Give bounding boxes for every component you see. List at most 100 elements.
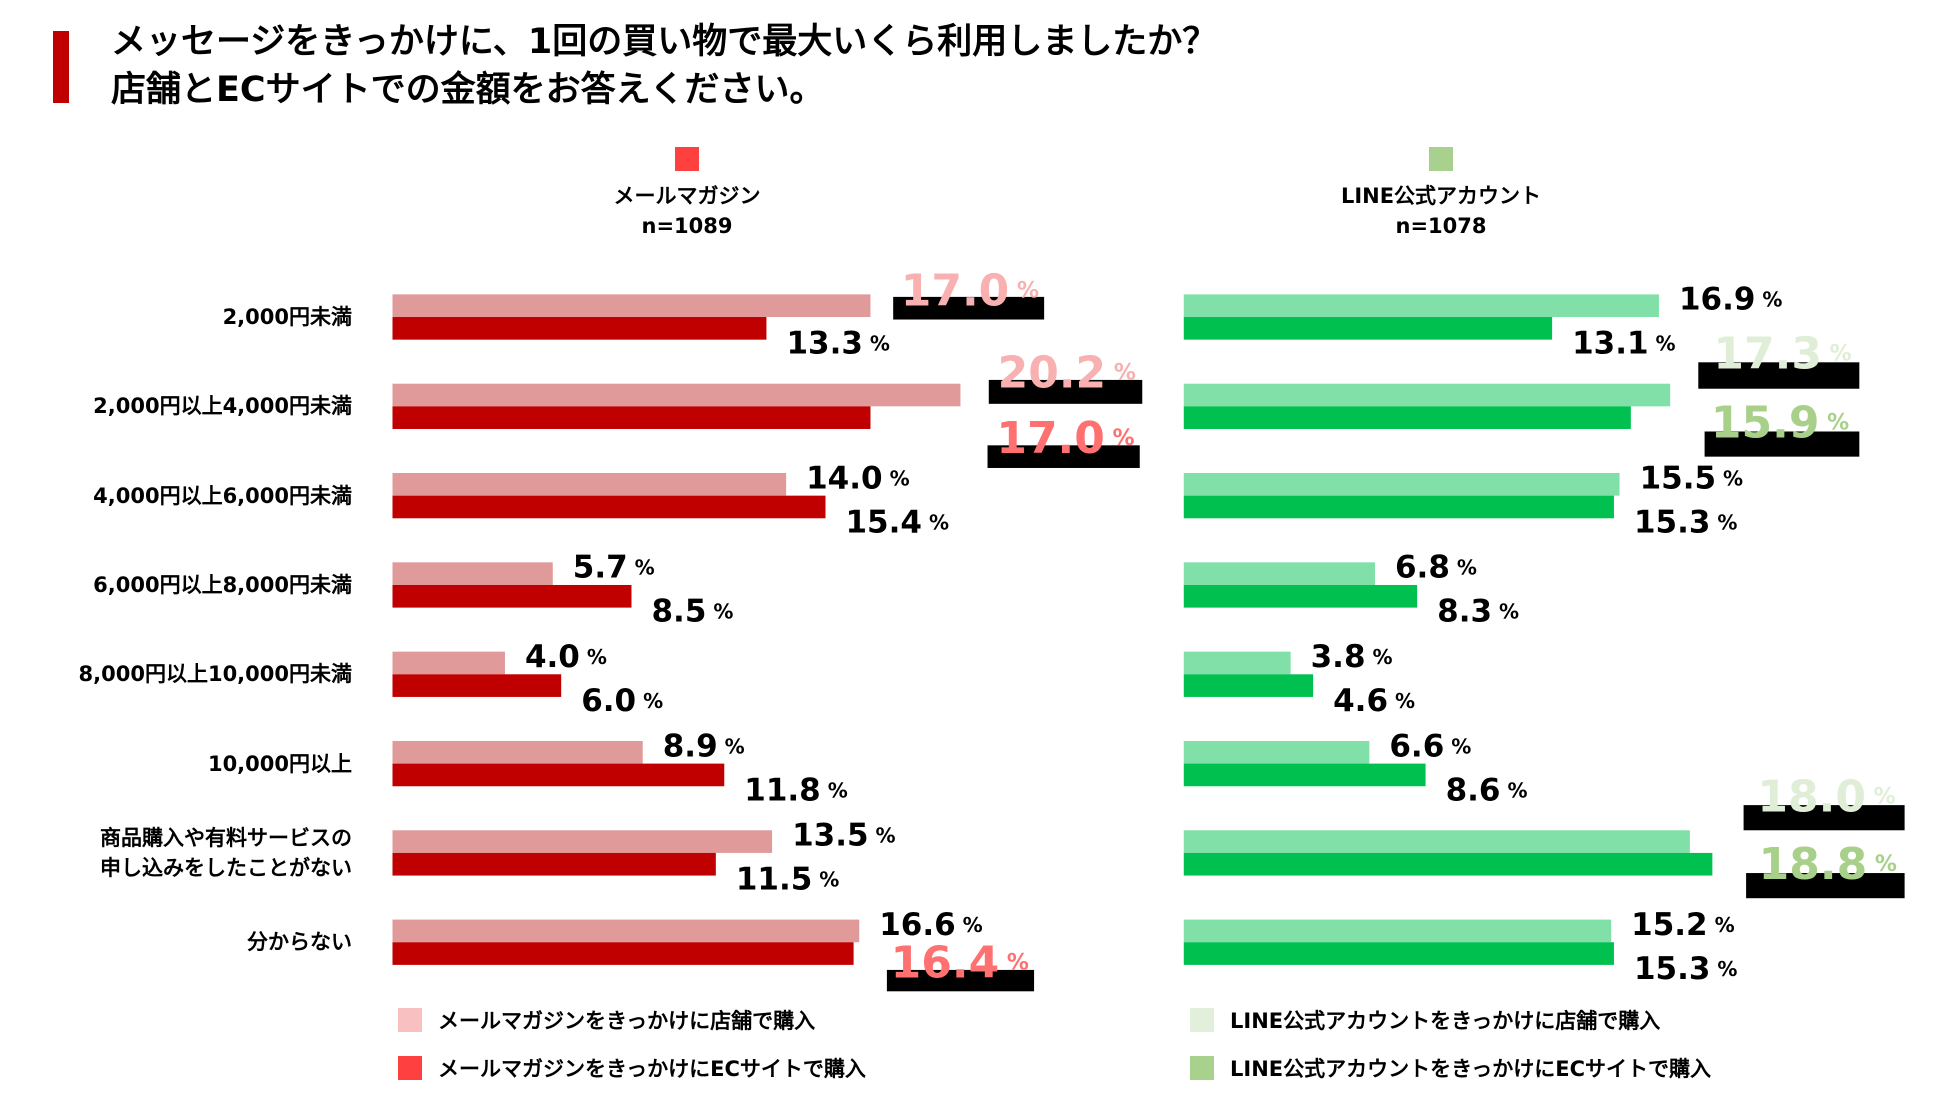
category-label: 2,000円未満 — [223, 302, 352, 332]
percent-unit: % — [1105, 425, 1135, 450]
line-ec-bar — [1183, 495, 1614, 519]
percent-unit: % — [812, 868, 839, 892]
percent-unit: % — [718, 734, 745, 758]
percent-unit: % — [1649, 332, 1676, 356]
percent-unit: % — [1716, 466, 1743, 490]
mail-ec-bar — [392, 406, 871, 429]
chart-title: メッセージをきっかけに、1回の買い物で最大いくら利用しましたか？ 店舗とECサイ… — [111, 18, 1217, 114]
mail-store-bar — [392, 383, 961, 407]
mail-panel-n: n=1089 — [641, 214, 733, 238]
value-number: 16.9 — [1679, 282, 1756, 318]
highlight-box — [893, 296, 1045, 320]
percent-unit: % — [869, 824, 896, 848]
line-store-bar — [1183, 830, 1690, 853]
category-label: 10,000円以上 — [208, 749, 352, 779]
data-label: 15.5 % — [1640, 460, 1744, 496]
highlight-data-label: 18.0 % — [1757, 771, 1895, 822]
mail-ec-bar — [392, 942, 854, 965]
line-header-swatch — [1429, 147, 1453, 171]
data-label: 6.8 % — [1395, 550, 1477, 586]
line-store-bar — [1183, 919, 1612, 943]
mail-ec-bar — [392, 852, 716, 876]
percent-unit: % — [636, 689, 663, 713]
line-panel-n: n=1078 — [1395, 214, 1487, 238]
value-number: 15.2 — [1631, 907, 1708, 943]
value-number: 8.6 — [1446, 772, 1501, 808]
value-number: 13.3 — [786, 326, 863, 362]
highlight-data-label: 15.9 % — [1711, 397, 1849, 448]
percent-unit: % — [956, 913, 983, 937]
data-label: 14.0 % — [806, 460, 910, 496]
data-label: 4.0 % — [525, 639, 607, 675]
mail-store-bar — [392, 919, 860, 943]
highlight-data-label: 17.3 % — [1713, 328, 1851, 379]
mail-store-bar — [392, 740, 643, 764]
data-label: 4.6 % — [1333, 683, 1415, 719]
data-label: 16.6 % — [879, 907, 983, 943]
legend-swatch — [398, 1008, 422, 1032]
legend-label: メールマガジンをきっかけに店舗で購入 — [438, 1009, 816, 1033]
category-label-line: 6,000円以上8,000円未満 — [93, 572, 352, 597]
data-label: 6.0 % — [581, 683, 663, 719]
value-number: 18.8 — [1759, 839, 1868, 890]
category-label: 分からない — [247, 927, 352, 957]
panel-header-line: LINE公式アカウント n=1078 — [1291, 147, 1591, 241]
percent-unit: % — [999, 950, 1029, 975]
highlight-box — [1698, 362, 1860, 389]
highlight-box — [1746, 873, 1905, 899]
line-store-bar — [1183, 473, 1620, 496]
line-ec-bar — [1183, 674, 1314, 697]
value-number: 3.8 — [1311, 639, 1366, 675]
line-store-bar — [1183, 294, 1659, 318]
line-ec-bar — [1183, 763, 1426, 787]
value-number: 15.4 — [845, 504, 922, 540]
percent-unit: % — [628, 556, 655, 580]
highlight-box — [1704, 431, 1860, 457]
legend-label: LINE公式アカウントをきっかけに店舗で購入 — [1230, 1009, 1661, 1033]
value-number: 17.0 — [996, 412, 1105, 463]
mail-ec-bar — [392, 674, 562, 697]
percent-unit: % — [1708, 913, 1735, 937]
category-label-line: 申し込みをしたことがない — [100, 855, 352, 880]
value-number: 16.4 — [891, 937, 1000, 988]
value-number: 17.0 — [901, 265, 1010, 316]
percent-unit: % — [1710, 957, 1737, 981]
title-line-1: メッセージをきっかけに、1回の買い物で最大いくら利用しましたか？ — [111, 22, 1218, 62]
category-label: 2,000円以上4,000円未満 — [93, 391, 352, 421]
line-store-bar — [1183, 740, 1370, 764]
value-number: 15.3 — [1634, 504, 1711, 540]
percent-unit: % — [1822, 341, 1852, 366]
category-label: 商品購入や有料サービスの 申し込みをしたことがない — [100, 823, 352, 883]
percent-unit: % — [1867, 852, 1897, 877]
data-label: 15.3 % — [1634, 951, 1738, 987]
highlight-box — [987, 445, 1140, 468]
mail-ec-bar — [392, 317, 767, 340]
line-ec-bar — [1183, 317, 1553, 340]
value-number: 14.0 — [806, 460, 883, 496]
category-label-line: 分からない — [247, 930, 352, 955]
data-label: 11.5 % — [736, 862, 840, 898]
data-label: 6.6 % — [1389, 728, 1471, 764]
value-number: 6.6 — [1389, 728, 1444, 764]
percent-unit: % — [1106, 360, 1136, 385]
percent-unit: % — [1009, 278, 1039, 303]
value-number: 17.3 — [1713, 328, 1822, 379]
category-label-line: 商品購入や有料サービスの — [100, 825, 352, 850]
percent-unit: % — [821, 778, 848, 802]
value-number: 15.5 — [1640, 460, 1717, 496]
highlight-box — [1743, 805, 1905, 831]
data-label: 8.6 % — [1446, 772, 1528, 808]
percent-unit: % — [1755, 288, 1782, 312]
percent-unit: % — [1866, 784, 1896, 809]
panel-header-mail: メールマガジン n=1089 — [537, 147, 837, 241]
percent-unit: % — [580, 645, 607, 669]
line-store-bar — [1183, 651, 1291, 675]
highlight-box — [988, 379, 1143, 404]
legend-mail-store: メールマガジンをきっかけに店舗で購入 — [398, 1005, 815, 1035]
data-label: 3.8 % — [1311, 639, 1393, 675]
line-ec-bar — [1183, 584, 1418, 608]
data-label: 16.9 % — [1679, 282, 1783, 318]
percent-unit: % — [1710, 510, 1737, 534]
